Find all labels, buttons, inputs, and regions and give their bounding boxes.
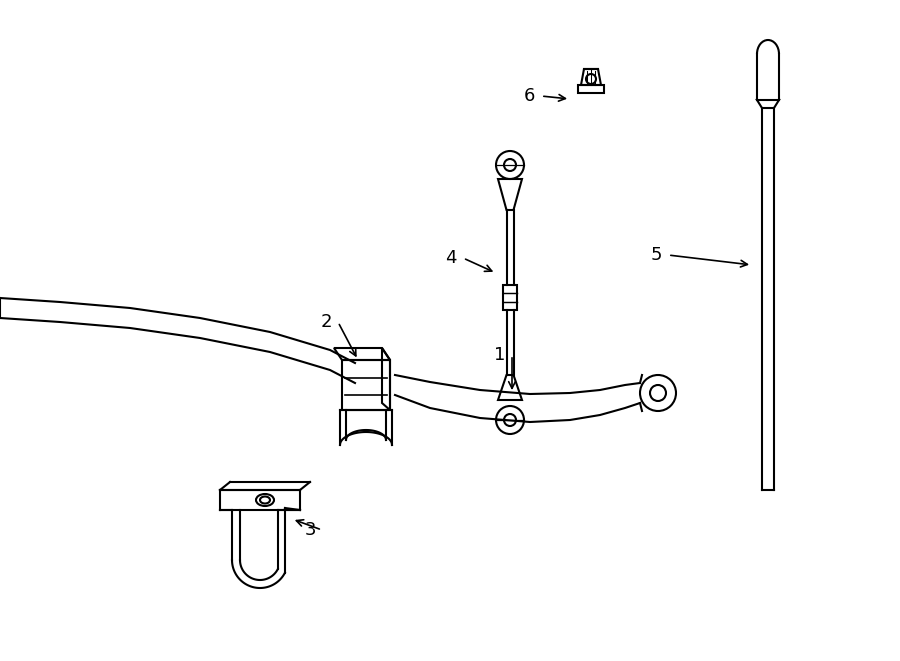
Text: 4: 4 [446,249,456,267]
Text: 5: 5 [650,246,662,264]
Text: 1: 1 [494,346,506,364]
Text: 6: 6 [523,87,535,105]
Text: 3: 3 [304,521,316,539]
Text: 2: 2 [320,313,332,331]
